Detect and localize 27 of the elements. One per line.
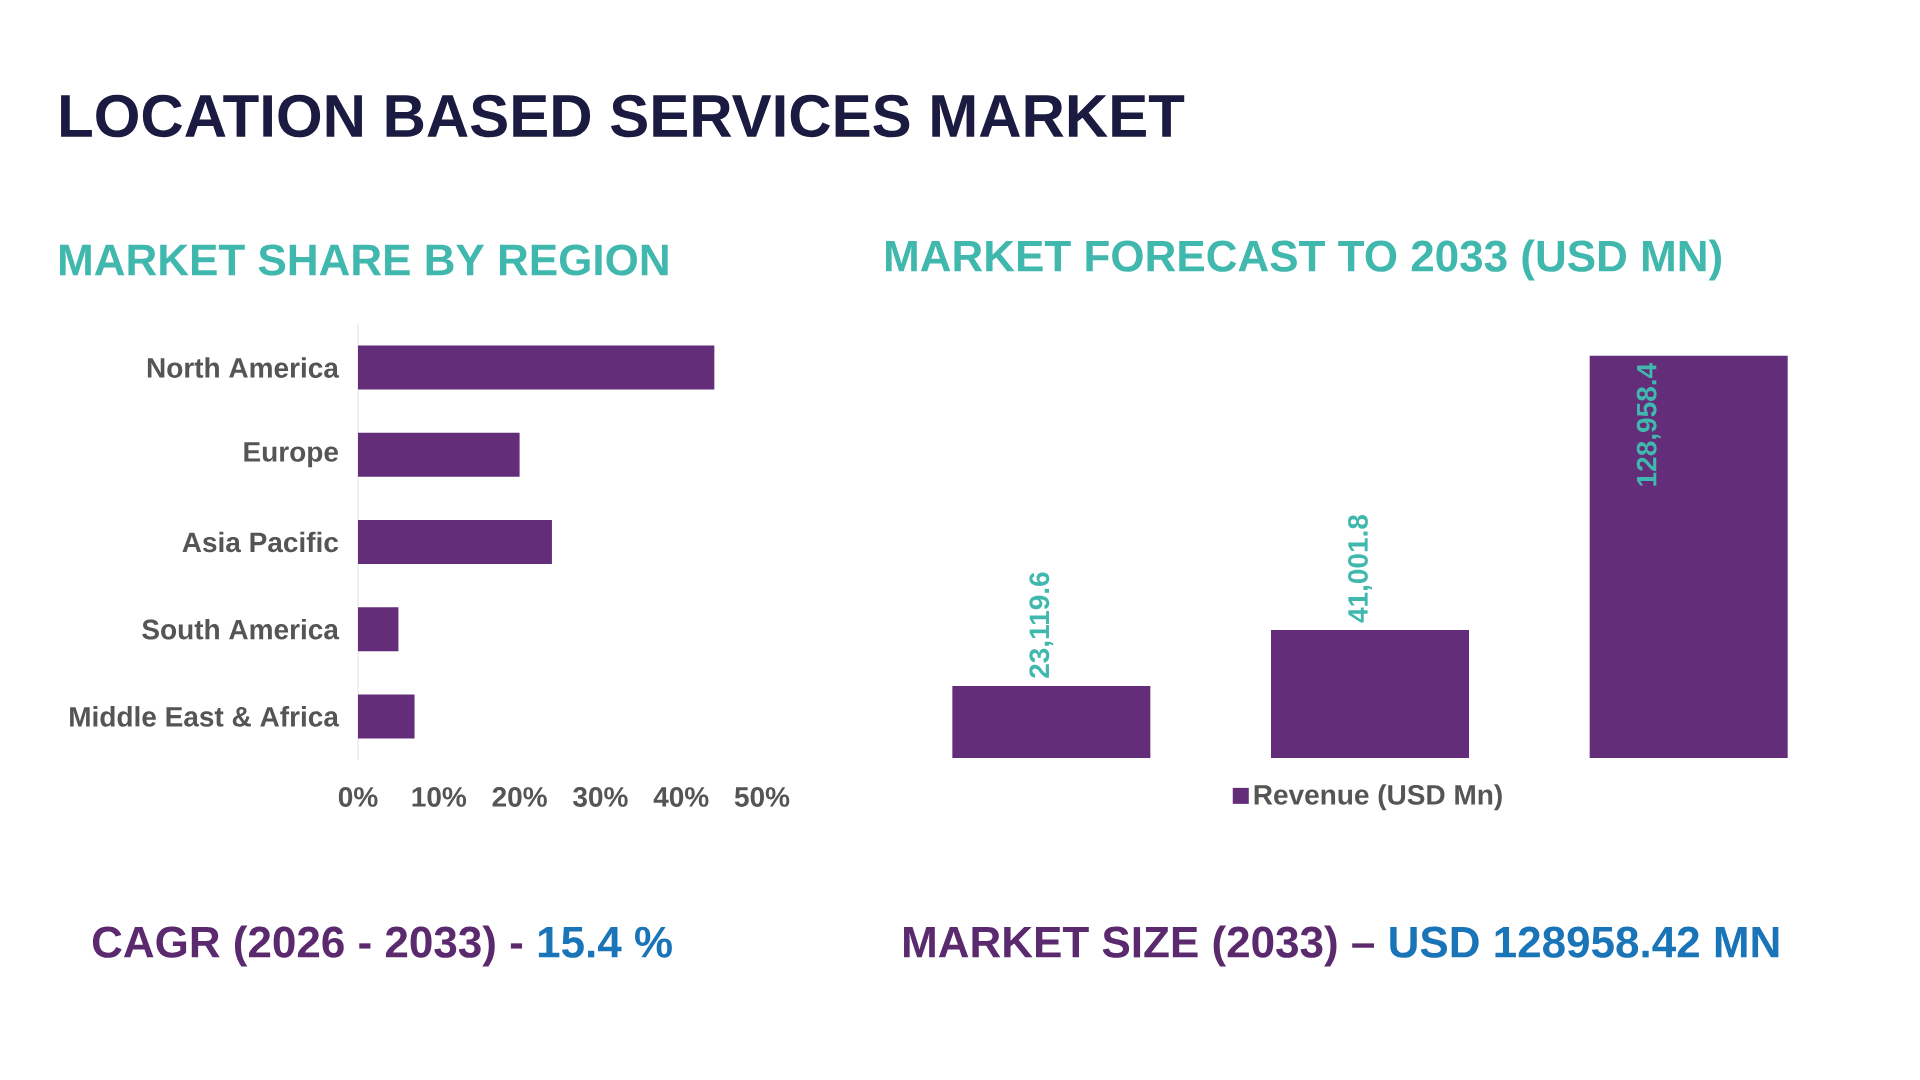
- text: USD 128958.42 MN: [1390, 926, 1779, 958]
- data-label: 41,001.8: [1348, 514, 1372, 623]
- x-tick-label: 0%: [338, 787, 378, 807]
- chart-title: LOCATION BASED SERVICES MARKET: [61, 94, 1185, 138]
- x-tick-label: 40%: [653, 787, 709, 807]
- y-tick-label: South America: [142, 618, 340, 640]
- y-tick-label: Middle East & Africa: [70, 706, 340, 727]
- text: 15.4 %: [538, 926, 672, 958]
- text: MARKET SIZE (2033) –: [904, 925, 1375, 967]
- y-tick-label: North America: [147, 357, 340, 378]
- bar: [358, 519, 552, 564]
- x-tick-label: 10%: [412, 787, 467, 807]
- x-tick-label: 30%: [573, 787, 628, 807]
- bar: [358, 432, 520, 477]
- chart-subtitle: MARKET SHARE BY REGION: [60, 244, 668, 276]
- bar: [358, 694, 415, 739]
- bar: [358, 345, 715, 390]
- bar: [358, 607, 399, 652]
- y-tick-label: Asia Pacific: [182, 531, 339, 553]
- data-label: 23,119.6: [1029, 572, 1054, 678]
- text: CAGR (2026 - 2033) -: [92, 925, 523, 967]
- x-tick-label: 20%: [492, 787, 547, 807]
- y-tick-label: Europe: [244, 442, 338, 468]
- data-label: 128,958.4: [1636, 363, 1661, 486]
- chart-title: MARKET FORECAST TO 2033 (USD MN): [886, 239, 1721, 281]
- legend-label: Revenue (USD Mn): [1254, 784, 1502, 811]
- x-tick-label: 50%: [734, 787, 790, 807]
